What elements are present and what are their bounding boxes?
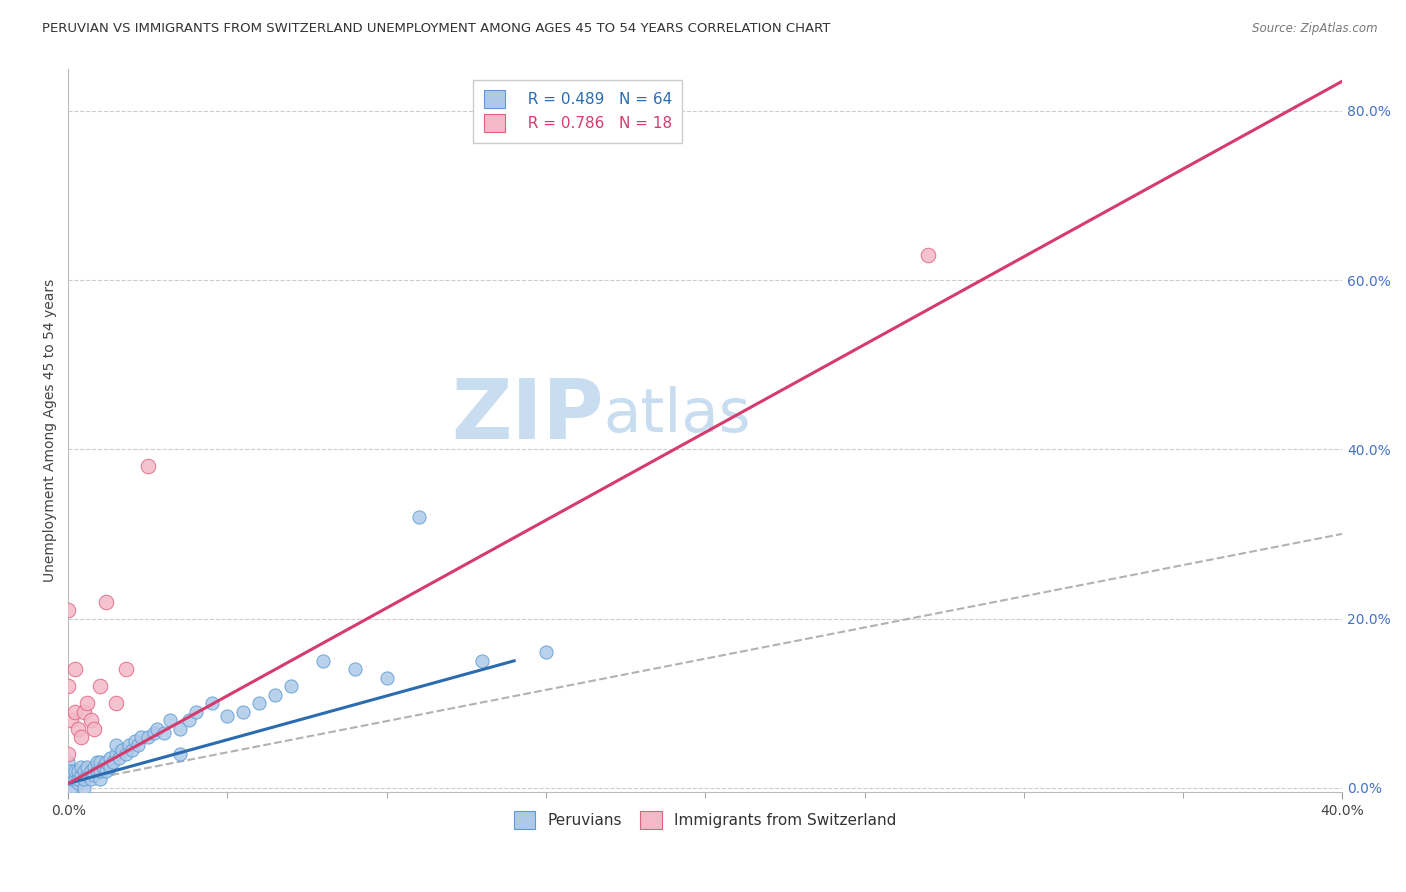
Point [169,722,191,736]
Text: Source: ZipAtlas.com: Source: ZipAtlas.com [1253,22,1378,36]
Point [79,713,101,727]
Point [60,713,83,727]
Point [86,756,108,770]
Point [534,645,557,659]
Point [124,734,146,748]
Point [70,730,93,744]
Point [232,705,254,719]
Point [60,764,83,778]
Point [101,756,124,770]
Legend: Peruvians, Immigrants from Switzerland: Peruvians, Immigrants from Switzerland [508,805,903,835]
Point [98,759,121,773]
Point [89,772,111,787]
Point [96,594,118,608]
Point [63,705,86,719]
Point [146,722,169,736]
Point [91,759,114,773]
Point [83,759,105,773]
Point [152,725,174,739]
Point [73,705,96,719]
Point [58,679,80,693]
Point [917,248,939,262]
Point [79,772,101,787]
Point [76,696,98,710]
Point [76,759,98,773]
Point [179,713,201,727]
Point [96,764,118,778]
Point [111,742,134,756]
Point [343,662,366,676]
Point [89,756,111,770]
Point [73,772,96,787]
Point [200,696,222,710]
Point [312,654,335,668]
Point [63,772,86,787]
Point [63,662,86,676]
Point [66,772,89,787]
Point [83,768,105,782]
Point [96,756,118,770]
Point [114,662,136,676]
Point [58,772,80,787]
Point [73,764,96,778]
Point [98,751,121,765]
Point [143,725,166,739]
Text: ZIP: ZIP [451,376,603,457]
Point [131,730,153,744]
Point [114,747,136,761]
Point [58,603,80,617]
Point [60,772,83,787]
Point [60,780,83,795]
Point [89,679,111,693]
Point [184,705,207,719]
Point [70,759,93,773]
Point [121,742,143,756]
Point [66,764,89,778]
Point [58,764,80,778]
Point [136,730,159,744]
Point [70,768,93,782]
Text: PERUVIAN VS IMMIGRANTS FROM SWITZERLAND UNEMPLOYMENT AMONG AGES 45 TO 54 YEARS C: PERUVIAN VS IMMIGRANTS FROM SWITZERLAND … [42,22,831,36]
Point [89,764,111,778]
Point [169,747,191,761]
Point [63,764,86,778]
Point [471,654,494,668]
Point [408,510,430,524]
Text: atlas: atlas [603,386,751,445]
Point [375,671,398,685]
Point [127,739,149,753]
Point [247,696,270,710]
Point [217,708,239,723]
Point [79,764,101,778]
Point [58,756,80,770]
Point [280,679,302,693]
Point [66,776,89,790]
Point [105,747,128,761]
Y-axis label: Unemployment Among Ages 45 to 54 years: Unemployment Among Ages 45 to 54 years [44,278,58,582]
Point [66,722,89,736]
Point [83,722,105,736]
Point [73,780,96,795]
Point [76,768,98,782]
Point [105,696,128,710]
Point [118,739,141,753]
Point [108,751,131,765]
Point [86,764,108,778]
Point [159,713,181,727]
Point [264,688,287,702]
Point [58,747,80,761]
Point [136,459,159,474]
Point [105,739,128,753]
